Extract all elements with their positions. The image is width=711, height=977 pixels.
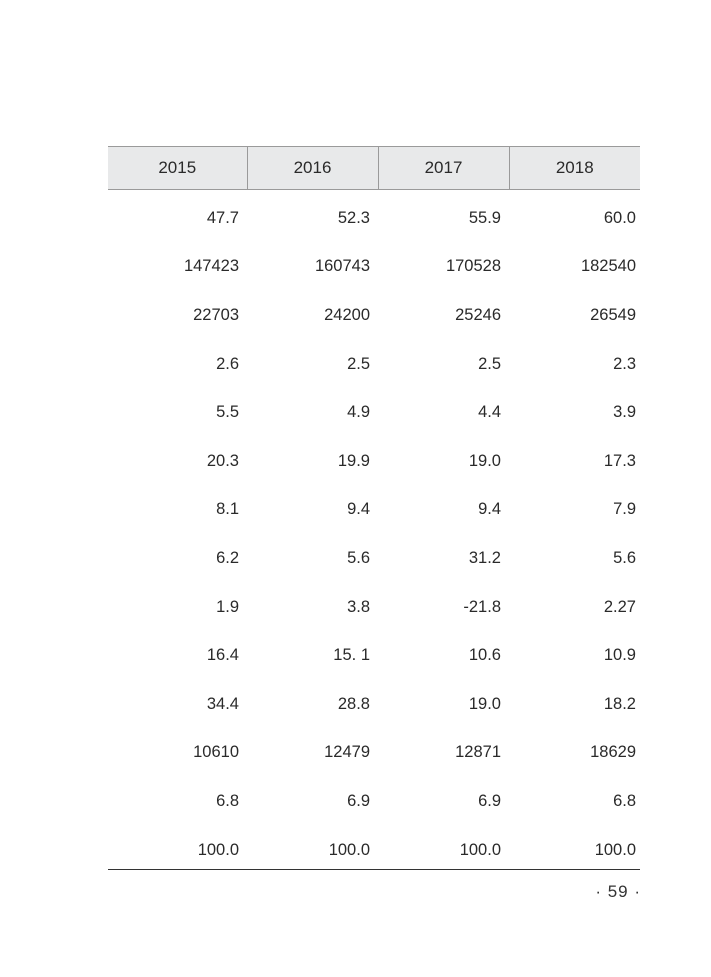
table-cell: 100.0 [594,840,636,859]
table-cell: 8.1 [216,500,239,519]
table-cell: 100.0 [459,840,501,859]
table-cell: 3.9 [613,403,636,422]
table-cell: 2.5 [478,354,501,373]
table-cell: 5.6 [613,548,636,567]
table-cell: 52.3 [337,208,370,227]
table-cell: 6.8 [613,791,636,810]
table-row: 22703 24200 25246 26549 [108,291,640,340]
table-body: 47.7 52.3 55.9 60.0 147423 160743 170528 182540… [108,190,640,875]
table-row: 100.0 100.0 100.0 100.0 [108,826,640,875]
table-cell: 28.8 [337,694,370,713]
table-cell: 47.7 [206,208,239,227]
table-cell: 160743 [314,257,370,276]
table-cell: 19.0 [468,451,501,470]
table-row: 6.2 5.6 31.2 5.6 [108,534,640,583]
table-cell: 10.9 [603,646,636,665]
table-cell: 26549 [590,305,636,324]
table-cell: 2.5 [347,354,370,373]
table-cell: 2.27 [603,597,636,616]
table-cell: 17.3 [603,451,636,470]
header-cell-2017: 2017 [378,146,510,190]
table-cell: 7.9 [613,500,636,519]
table-row: 2.6 2.5 2.5 2.3 [108,340,640,389]
table-cell: 19.0 [468,694,501,713]
table-row: 1.9 3.8 -21.8 2.27 [108,583,640,632]
table-row: 8.1 9.4 9.4 7.9 [108,486,640,535]
header-cell-2015: 2015 [108,146,248,190]
data-table: 2015 2016 2017 2018 47.7 52.3 55.9 60.0 1474… [108,146,640,874]
table-row: 34.4 28.8 19.0 18.2 [108,680,640,729]
table-cell: 5.6 [347,548,370,567]
table-row: 5.5 4.9 4.4 3.9 [108,388,640,437]
table-cell: 5.5 [216,403,239,422]
table-cell: 60.0 [603,208,636,227]
table-cell: 15. 1 [333,646,370,665]
table-cell: 100.0 [328,840,370,859]
table-cell: 22703 [193,305,239,324]
header-cell-2016: 2016 [247,146,379,190]
table-row: 6.8 6.9 6.9 6.8 [108,777,640,826]
table-cell: 24200 [324,305,370,324]
table-cell: 4.9 [347,403,370,422]
table-cell: 19.9 [337,451,370,470]
table-cell: 1.9 [216,597,239,616]
page-number: · 59 · [595,882,641,901]
table-cell: 10.6 [468,646,501,665]
table-cell: 55.9 [468,208,501,227]
table-cell: 6.9 [347,791,370,810]
table-cell: 4.4 [478,403,501,422]
table-cell: 147423 [183,257,239,276]
header-row: 2015 2016 2017 2018 [108,146,640,190]
table-cell: 9.4 [347,500,370,519]
table-cell: 25246 [455,305,501,324]
table-cell: 170528 [445,257,501,276]
table-cell: 16.4 [206,646,239,665]
table-cell: 18629 [590,743,636,762]
table-cell: 182540 [580,257,636,276]
table-row: 10610 12479 12871 18629 [108,729,640,778]
table-cell: 2.6 [216,354,239,373]
table-cell: 6.2 [216,548,239,567]
table-cell: 6.8 [216,791,239,810]
table-cell: 20.3 [206,451,239,470]
table-cell: 6.9 [478,791,501,810]
table-cell: 31.2 [468,548,501,567]
table-cell: 18.2 [603,694,636,713]
table-bottom-rule [108,869,640,870]
table-cell: 12871 [455,743,501,762]
table-row: 20.3 19.9 19.0 17.3 [108,437,640,486]
table-cell: -21.8 [463,597,501,616]
table-cell: 9.4 [478,500,501,519]
table-row: 147423 160743 170528 182540 [108,243,640,292]
table-cell: 2.3 [613,354,636,373]
table-cell: 100.0 [197,840,239,859]
table-cell: 10610 [193,743,239,762]
table-cell: 12479 [324,743,370,762]
header-cell-2018: 2018 [509,146,640,190]
data-table-container: 2015 2016 2017 2018 47.7 52.3 55.9 60.0 1474… [108,146,640,874]
table-cell: 34.4 [206,694,239,713]
table-row: 16.4 15. 1 10.6 10.9 [108,631,640,680]
table-cell: 3.8 [347,597,370,616]
table-row: 47.7 52.3 55.9 60.0 [108,190,640,243]
table-header: 2015 2016 2017 2018 [108,146,640,190]
